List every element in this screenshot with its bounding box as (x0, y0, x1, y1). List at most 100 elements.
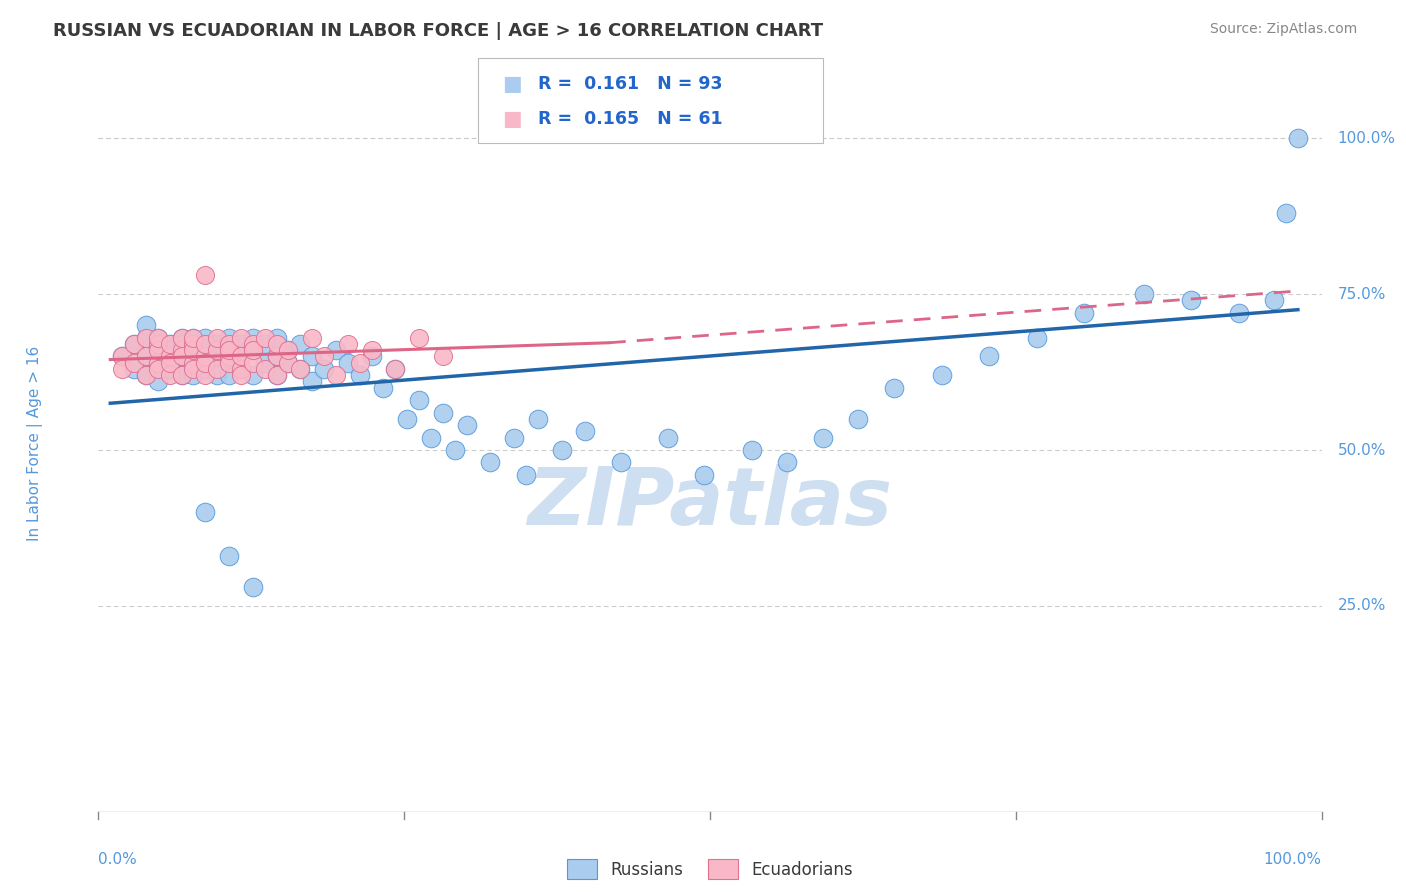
Point (657, 431, 679, 445)
Point (229, 331, 252, 345)
Point (432, 350, 454, 364)
Point (135, 331, 157, 345)
Point (170, 343, 193, 358)
Point (183, 356, 205, 370)
Point (159, 337, 181, 351)
Point (159, 362, 181, 376)
Point (229, 362, 252, 376)
Point (183, 343, 205, 358)
Point (1263, 293, 1285, 308)
Point (229, 368, 252, 383)
Point (396, 412, 419, 426)
Point (205, 331, 228, 345)
Point (218, 549, 240, 563)
Point (111, 350, 134, 364)
Point (194, 356, 217, 370)
Point (159, 350, 181, 364)
Point (349, 356, 371, 370)
Point (408, 331, 430, 345)
Point (503, 431, 526, 445)
Point (229, 350, 252, 364)
Point (135, 368, 157, 383)
Point (146, 356, 169, 370)
Point (420, 431, 443, 445)
Point (443, 442, 465, 457)
Point (183, 362, 205, 376)
Point (159, 343, 181, 358)
Point (479, 455, 502, 469)
Point (349, 368, 371, 383)
Point (301, 350, 323, 364)
Point (301, 331, 323, 345)
Point (883, 381, 905, 395)
Point (360, 343, 382, 358)
Point (931, 368, 953, 383)
Text: In Labor Force | Age > 16: In Labor Force | Age > 16 (27, 346, 42, 541)
Point (432, 406, 454, 420)
Point (111, 350, 134, 364)
Point (146, 331, 169, 345)
Point (290, 337, 312, 351)
Point (218, 356, 240, 370)
Point (229, 350, 252, 364)
Point (183, 343, 205, 358)
Point (312, 362, 335, 376)
Point (122, 337, 145, 351)
Point (384, 362, 406, 376)
Point (183, 331, 205, 345)
Point (183, 368, 205, 383)
Point (122, 337, 145, 351)
Point (848, 412, 870, 426)
Point (301, 375, 323, 389)
Point (170, 331, 193, 345)
Point (290, 362, 312, 376)
Point (242, 331, 264, 345)
Legend: Russians, Ecuadorians: Russians, Ecuadorians (560, 853, 860, 885)
Point (218, 343, 240, 358)
Point (373, 381, 395, 395)
Point (159, 356, 181, 370)
Point (194, 268, 217, 283)
Point (194, 343, 217, 358)
Text: RUSSIAN VS ECUADORIAN IN LABOR FORCE | AGE > 16 CORRELATION CHART: RUSSIAN VS ECUADORIAN IN LABOR FORCE | A… (53, 22, 824, 40)
Point (325, 368, 347, 383)
Point (170, 350, 193, 364)
Point (170, 350, 193, 364)
Point (253, 337, 276, 351)
Point (205, 362, 228, 376)
Point (408, 393, 430, 408)
Point (242, 368, 264, 383)
Point (384, 362, 406, 376)
Point (205, 368, 228, 383)
Text: 25.0%: 25.0% (1337, 599, 1386, 614)
Point (183, 356, 205, 370)
Point (183, 337, 205, 351)
Point (693, 467, 716, 482)
Point (146, 343, 169, 358)
Point (135, 350, 157, 364)
Point (218, 343, 240, 358)
Point (194, 368, 217, 383)
Text: ■: ■ (502, 74, 522, 94)
Text: 100.0%: 100.0% (1264, 852, 1322, 867)
Point (1180, 293, 1202, 308)
Point (218, 368, 240, 383)
Point (290, 362, 312, 376)
Point (266, 368, 288, 383)
Text: 75.0%: 75.0% (1337, 286, 1386, 301)
Point (242, 343, 264, 358)
Point (242, 356, 264, 370)
Point (146, 362, 169, 376)
Point (266, 337, 288, 351)
Point (336, 337, 359, 351)
Text: Source: ZipAtlas.com: Source: ZipAtlas.com (1209, 22, 1357, 37)
Point (1275, 206, 1298, 220)
Point (135, 368, 157, 383)
Text: ■: ■ (502, 110, 522, 129)
Point (1073, 306, 1095, 320)
Point (135, 318, 157, 333)
Point (111, 362, 134, 376)
Text: R =  0.165   N = 61: R = 0.165 N = 61 (538, 111, 723, 128)
Point (1025, 331, 1047, 345)
Point (456, 418, 478, 433)
